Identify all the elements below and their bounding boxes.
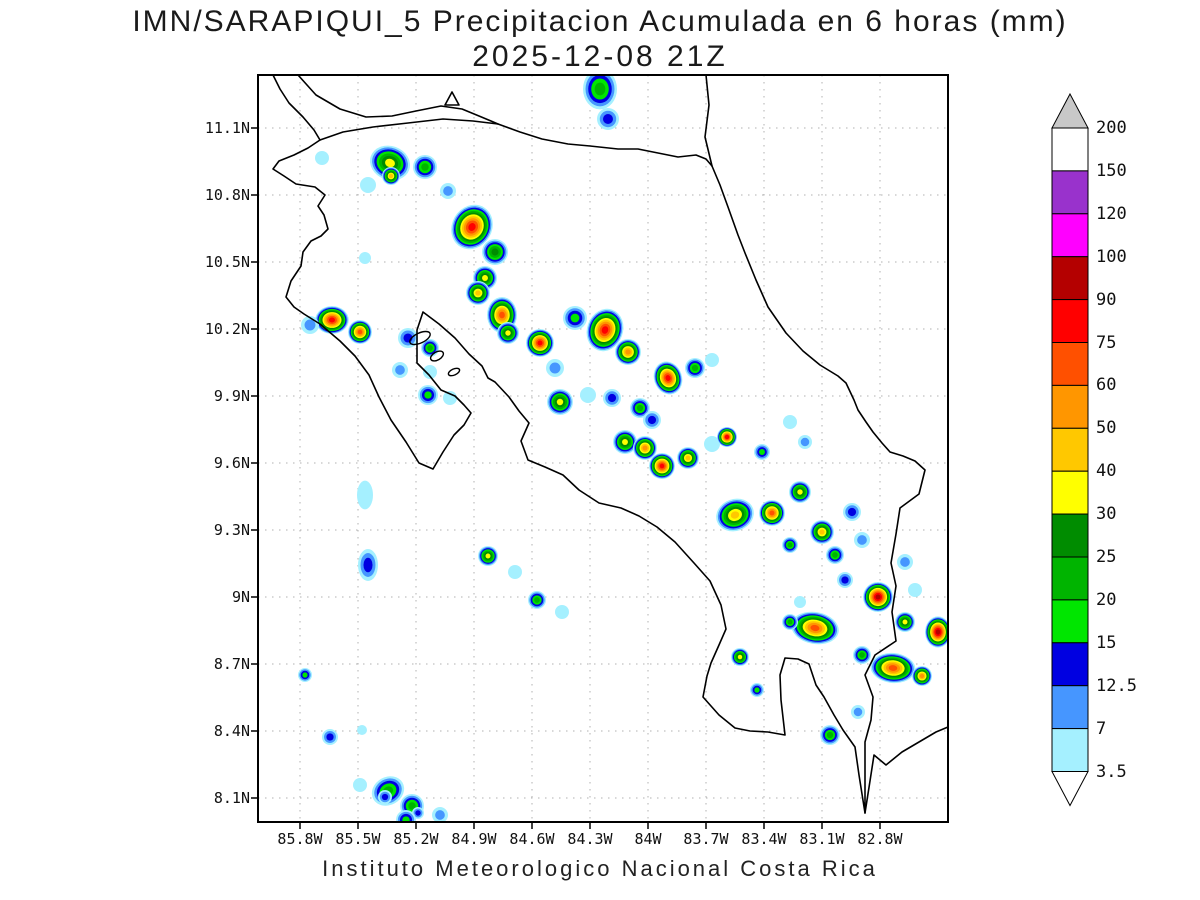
colorbar-cell [1051,213,1089,258]
island-outline [409,330,431,346]
lon-tick-label: 82.8W [857,830,903,848]
lon-tick-label: 83.4W [741,830,787,848]
colorbar-tick-label: 50 [1096,418,1117,439]
lat-tick-label: 10.8N [204,186,250,204]
lon-tick-label: 85.2W [393,830,439,848]
lon-tick-label: 83.7W [683,830,729,848]
colorbar-tick-label: 100 [1096,246,1127,267]
lat-tick-label: 9.3N [213,521,250,539]
colorbar-cell [1051,256,1089,301]
footer-institution: Instituto Meteorologico Nacional Costa R… [322,856,878,881]
lat-tick-label: 8.4N [213,722,250,740]
lat-tick-label: 9.9N [213,387,250,405]
colorbar-cell [1051,342,1089,386]
colorbar-tick-label: 15 [1096,632,1117,653]
colorbar-cell [1051,642,1089,687]
colorbar-tick-label: 7 [1096,718,1107,739]
colorbar-tick-label: 75 [1096,332,1117,353]
colorbar-cell [1051,556,1089,601]
colorbar-tick-label: 3.5 [1096,761,1127,782]
chart-subtitle-datetime: 2025-12-08 21Z [472,40,728,73]
colorbar-tick-label: 25 [1096,547,1117,567]
lon-tick-label: 85.8W [277,830,323,848]
colorbar-cell [1051,299,1089,344]
colorbar-tick-label: 30 [1096,504,1117,525]
lat-tick-label: 11.1N [204,119,250,137]
map-frame [257,74,949,823]
colorbar-tick-label: 20 [1096,589,1117,610]
lon-tick-label: 85.5W [335,830,381,848]
colorbar-arrow-top [1051,92,1089,129]
colorbar-cell [1051,427,1089,472]
lat-tick-label: 10.2N [204,320,250,338]
colorbar-cell [1051,599,1089,644]
costa-rica-outline [272,75,948,814]
colorbar-cell [1051,685,1089,730]
colorbar-cell [1051,728,1089,772]
lon-tick-label: 83.1W [799,830,845,848]
colorbar-tick-label: 12.5 [1096,675,1137,696]
colorbar-tick-label: 90 [1096,289,1117,310]
colorbar-cell [1051,513,1089,558]
colorbar-tick-label: 40 [1096,461,1117,482]
colorbar-cell [1051,384,1089,429]
lat-tick-label: 10.5N [204,253,250,271]
island-outline [447,367,461,377]
lon-tick-label: 84.6W [509,830,555,848]
colorbar-tick-label: 120 [1096,203,1127,224]
colorbar [1051,92,1089,807]
chart-title: IMN/SARAPIQUI_5 Precipitacion Acumulada … [132,5,1068,38]
lat-tick-label: 8.1N [213,789,250,807]
colorbar-arrow-bottom [1051,771,1089,807]
colorbar-tick-label: 60 [1096,375,1117,396]
precip-shading [298,75,948,822]
island-outline [429,350,445,362]
lon-tick-label: 84W [634,830,662,848]
colorbar-tick-label: 200 [1096,118,1127,138]
colorbar-tick-label: 150 [1096,160,1127,181]
lon-tick-label: 84.3W [567,830,613,848]
lat-tick-label: 8.7N [213,655,250,673]
colorbar-cell [1051,170,1089,215]
precipitation-map [251,74,949,829]
lat-tick-label: 9.6N [213,454,250,472]
colorbar-cell [1051,470,1089,515]
lat-tick-label: 9N [231,588,250,606]
colorbar-cell [1051,127,1089,172]
lon-tick-label: 84.9W [451,830,497,848]
